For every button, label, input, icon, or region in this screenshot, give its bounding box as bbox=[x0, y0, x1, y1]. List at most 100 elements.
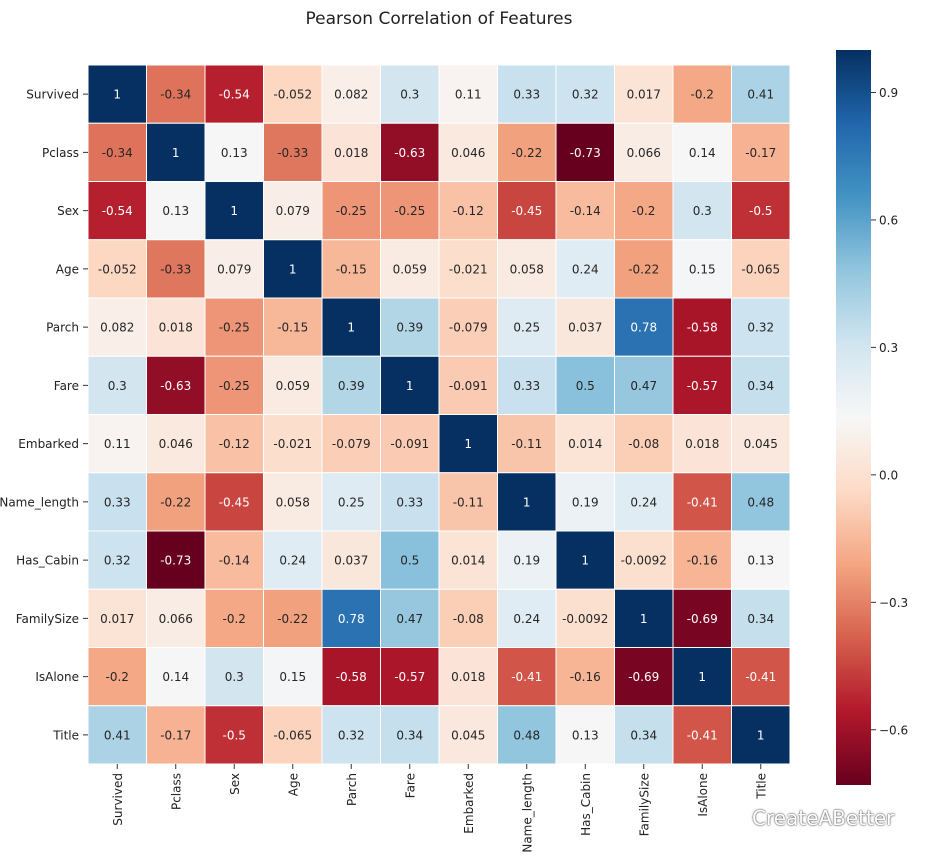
cell-value-label: -0.5 bbox=[223, 728, 246, 742]
cell-value-label: 0.014 bbox=[568, 437, 602, 451]
heatmap-cell bbox=[87, 530, 147, 590]
cell-value-label: 0.48 bbox=[747, 495, 774, 509]
heatmap-cell bbox=[263, 588, 323, 648]
cell-value-label: -0.45 bbox=[511, 204, 542, 218]
cell-value-label: 0.014 bbox=[451, 554, 485, 568]
cell-value-label: -0.12 bbox=[453, 204, 484, 218]
heatmap-cell bbox=[614, 239, 674, 299]
cell-value-label: -0.22 bbox=[511, 146, 542, 160]
cell-value-label: 0.32 bbox=[572, 88, 599, 102]
heatmap-cell bbox=[263, 122, 323, 182]
cell-value-label: 0.045 bbox=[451, 728, 485, 742]
heatmap-cell bbox=[321, 414, 381, 474]
cell-value-label: 0.018 bbox=[451, 670, 485, 684]
cell-value-label: -0.079 bbox=[449, 321, 488, 335]
heatmap-cell bbox=[438, 705, 498, 765]
cell-value-label: 0.32 bbox=[338, 728, 365, 742]
cell-value-label: 0.13 bbox=[221, 146, 248, 160]
cell-value-label: 0.19 bbox=[572, 495, 599, 509]
cell-value-label: 0.066 bbox=[627, 146, 661, 160]
cell-value-label: -0.73 bbox=[160, 554, 191, 568]
cell-value-label: 0.25 bbox=[513, 321, 540, 335]
cell-value-label: 1 bbox=[581, 554, 589, 568]
heatmap-cell bbox=[87, 414, 147, 474]
y-tick-label: Fare bbox=[54, 379, 79, 393]
colorbar bbox=[836, 50, 871, 785]
heatmap-cell bbox=[731, 414, 791, 474]
heatmap-cell bbox=[672, 588, 732, 648]
cell-value-label: -0.25 bbox=[219, 379, 250, 393]
cell-value-label: 0.24 bbox=[513, 612, 540, 626]
heatmap-cell bbox=[321, 297, 381, 357]
x-tick-label: Name_length bbox=[520, 773, 534, 853]
cell-value-label: 0.47 bbox=[630, 379, 657, 393]
cell-value-label: -0.69 bbox=[687, 612, 718, 626]
heatmap-cell bbox=[204, 64, 264, 124]
chat-bubble-icon bbox=[726, 809, 746, 826]
cell-value-label: -0.41 bbox=[687, 495, 718, 509]
heatmap-cell bbox=[263, 239, 323, 299]
cell-value-label: -0.079 bbox=[332, 437, 371, 451]
cell-value-label: 0.3 bbox=[225, 670, 244, 684]
heatmap-cells: 1 -0.34 -0.54 -0.052 0.082 0.3 0.11 0.33 0.32 0.0… bbox=[87, 64, 791, 765]
cell-value-label: -0.14 bbox=[570, 204, 601, 218]
heatmap-cell bbox=[146, 588, 206, 648]
cell-value-label: -0.091 bbox=[449, 379, 488, 393]
heatmap-cell bbox=[672, 530, 732, 590]
y-tick-label: Age bbox=[56, 262, 79, 276]
colorbar-tick-label: 0.0 bbox=[879, 468, 898, 482]
heatmap-cell bbox=[204, 297, 264, 357]
cell-value-label: -0.091 bbox=[390, 437, 429, 451]
x-tick-label: Embarked bbox=[462, 773, 476, 834]
cell-value-label: 0.079 bbox=[276, 204, 310, 218]
cell-value-label: -0.17 bbox=[745, 146, 776, 160]
cell-value-label: 1 bbox=[230, 204, 238, 218]
heatmap-cell bbox=[672, 647, 732, 707]
cell-value-label: 0.018 bbox=[685, 437, 719, 451]
heatmap-cell bbox=[380, 297, 440, 357]
cell-value-label: 1 bbox=[347, 321, 355, 335]
heatmap-cell bbox=[555, 355, 615, 415]
heatmap-cell bbox=[438, 530, 498, 590]
heatmap-cell bbox=[263, 472, 323, 532]
cell-value-label: 0.037 bbox=[568, 321, 602, 335]
cell-value-label: -0.14 bbox=[219, 554, 250, 568]
cell-value-label: -0.25 bbox=[394, 204, 425, 218]
cell-value-label: -0.15 bbox=[336, 262, 367, 276]
cell-value-label: -0.052 bbox=[98, 262, 137, 276]
colorbar-tick-label: 0.3 bbox=[879, 341, 898, 355]
heatmap-cell bbox=[380, 64, 440, 124]
cell-value-label: -0.2 bbox=[632, 204, 655, 218]
x-tick-label: FamilySize bbox=[637, 773, 651, 836]
y-tick-label: FamilySize bbox=[16, 612, 79, 626]
cell-value-label: 0.018 bbox=[334, 146, 368, 160]
heatmap-cell bbox=[614, 705, 674, 765]
cell-value-label: 0.33 bbox=[513, 88, 540, 102]
cell-value-label: 0.24 bbox=[572, 262, 599, 276]
heatmap-cell bbox=[438, 414, 498, 474]
y-tick-label: Parch bbox=[46, 321, 79, 335]
heatmap-cell bbox=[204, 472, 264, 532]
heatmap-cell bbox=[497, 122, 557, 182]
cell-value-label: 0.34 bbox=[396, 728, 423, 742]
cell-value-label: 0.48 bbox=[513, 728, 540, 742]
cell-value-label: -0.16 bbox=[687, 554, 718, 568]
cell-value-label: 0.13 bbox=[572, 728, 599, 742]
x-tick-label: Parch bbox=[345, 773, 359, 806]
cell-value-label: -0.065 bbox=[741, 262, 780, 276]
x-tick-label: IsAlone bbox=[696, 773, 710, 817]
heatmap-cell bbox=[614, 472, 674, 532]
cell-value-label: -0.41 bbox=[511, 670, 542, 684]
heatmap-cell bbox=[672, 414, 732, 474]
heatmap-cell bbox=[614, 414, 674, 474]
heatmap-cell bbox=[204, 530, 264, 590]
cell-value-label: 0.19 bbox=[513, 554, 540, 568]
heatmap-cell bbox=[731, 530, 791, 590]
heatmap-cell bbox=[204, 239, 264, 299]
cell-value-label: 0.5 bbox=[400, 554, 419, 568]
heatmap-cell bbox=[672, 239, 732, 299]
cell-value-label: 0.33 bbox=[396, 495, 423, 509]
x-tick-label: Title bbox=[754, 773, 768, 800]
x-tick-label: Sex bbox=[228, 773, 242, 795]
y-tick-label: Embarked bbox=[18, 437, 79, 451]
